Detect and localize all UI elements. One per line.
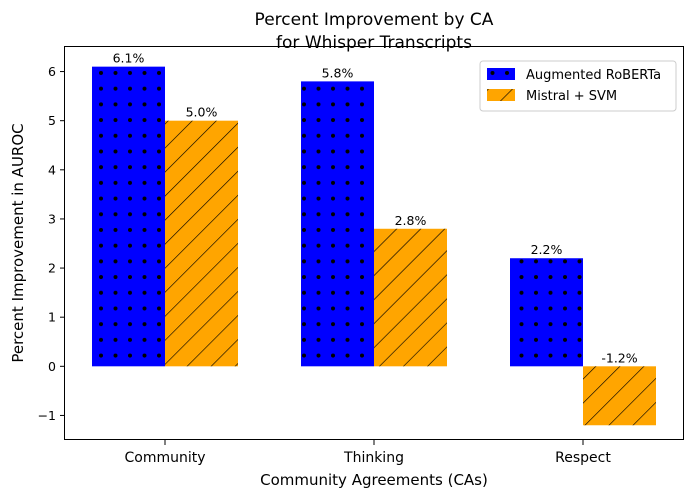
- bar-mistral-svm-thinking-pattern: [374, 228, 447, 367]
- value-label-augmented-roberta-respect: 2.2%: [531, 242, 563, 257]
- bar-augmented-roberta-thinking-pattern: [301, 81, 374, 367]
- bar-mistral-svm-community-pattern: [165, 120, 238, 367]
- legend-swatch-augmented-roberta-pattern: [487, 68, 515, 80]
- plot-frame: [64, 46, 684, 440]
- y-tick-label: 0: [48, 359, 56, 374]
- y-tick-label: 4: [48, 162, 56, 177]
- ticks-group: −1 0 1 2 3 4 5 6 Community Thinking Respect: [38, 64, 612, 466]
- bars-group: 6.1% 5.8% 2.2% 5.0% 2.8% -1.2%: [92, 51, 656, 426]
- x-tick-label-community: Community: [124, 450, 205, 466]
- value-label-mistral-svm-respect: -1.2%: [601, 350, 637, 365]
- value-label-mistral-svm-community: 5.0%: [186, 105, 218, 120]
- legend-box: [479, 60, 677, 112]
- x-axis-label: Community Agreements (CAs): [260, 471, 488, 489]
- y-tick-label: 6: [48, 64, 56, 79]
- value-label-mistral-svm-thinking: 2.8%: [395, 213, 427, 228]
- legend-label-augmented-roberta: Augmented RoBERTa: [526, 68, 661, 83]
- legend-swatch-mistral-svm-pattern: [487, 89, 515, 101]
- y-tick-label: 2: [48, 261, 56, 276]
- x-tick-label-thinking: Thinking: [343, 450, 404, 466]
- value-label-augmented-roberta-thinking: 5.8%: [322, 65, 354, 80]
- chart-subtitle: for Whisper Transcripts: [276, 33, 472, 53]
- bar-augmented-roberta-respect-pattern: [510, 258, 583, 367]
- x-tick-label-respect: Respect: [555, 450, 611, 466]
- y-tick-label: 3: [48, 211, 56, 226]
- y-tick-label: 5: [48, 113, 56, 128]
- y-tick-label: 1: [48, 310, 56, 325]
- value-label-augmented-roberta-community: 6.1%: [113, 51, 145, 66]
- legend: Augmented RoBERTa Mistral + SVM: [479, 60, 677, 112]
- legend-label-mistral-svm: Mistral + SVM: [526, 89, 617, 104]
- bar-mistral-svm-respect-pattern: [583, 366, 656, 426]
- chart-title: Percent Improvement by CA: [255, 10, 494, 30]
- bar-augmented-roberta-community-pattern: [92, 66, 165, 367]
- y-axis-label: Percent Improvement in AUROC: [9, 123, 27, 362]
- y-tick-label: −1: [38, 408, 56, 423]
